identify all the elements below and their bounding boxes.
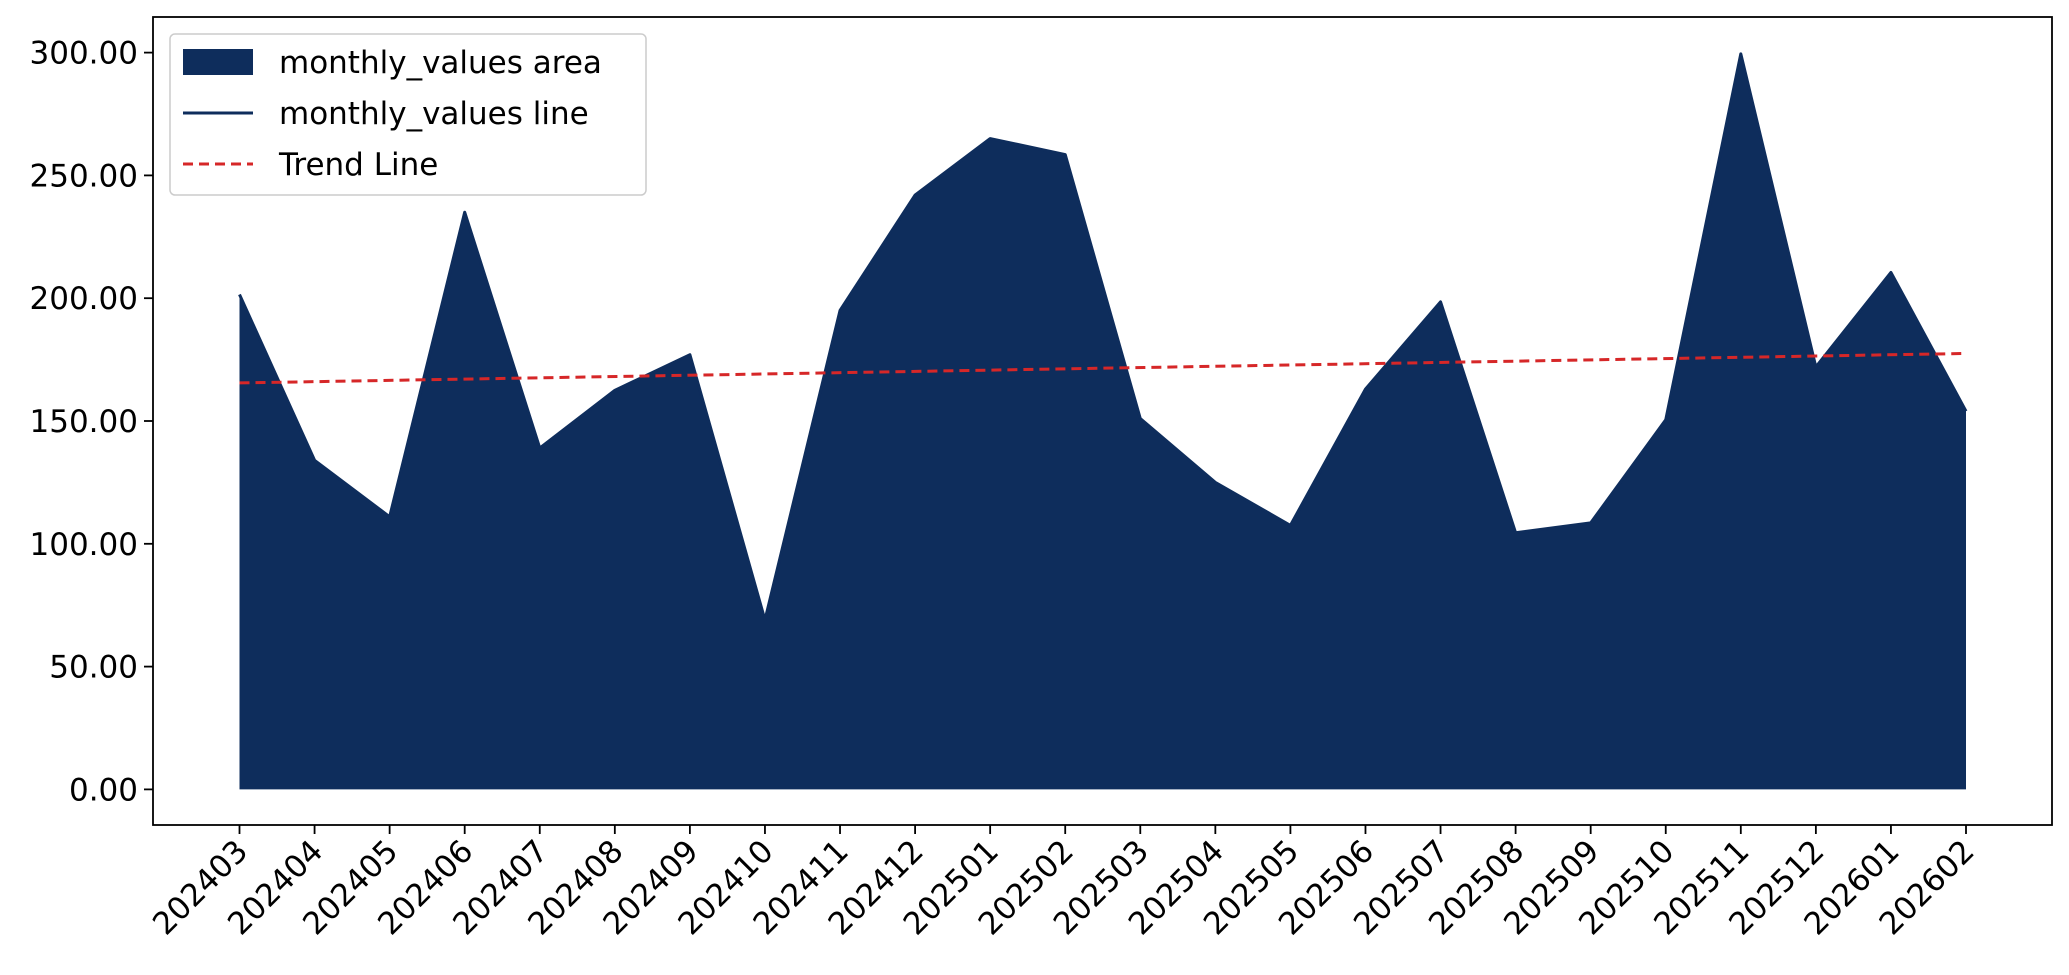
- y-tick-label: 250.00: [30, 158, 138, 194]
- y-tick-label: 200.00: [30, 281, 138, 317]
- y-tick-label: 100.00: [30, 527, 138, 563]
- y-tick-label: 300.00: [30, 36, 138, 72]
- legend-label-area: monthly_values area: [279, 45, 602, 81]
- y-tick-label: 50.00: [49, 650, 138, 686]
- legend: monthly_values area monthly_values line …: [169, 33, 647, 196]
- y-tick-label: 150.00: [30, 404, 138, 440]
- plot-area: [238, 52, 1968, 790]
- series-line: [238, 52, 1968, 622]
- legend-box: [169, 33, 647, 196]
- legend-label-line: monthly_values line: [279, 96, 589, 132]
- legend-area-swatch: [183, 49, 253, 75]
- y-tick-label: 0.00: [69, 772, 138, 808]
- y-axis: 0.00 50.00 100.00 150.00 200.00 250.00 300.00: [30, 36, 153, 808]
- x-axis: 2024032024042024052024062024072024082024…: [146, 825, 1982, 942]
- legend-label-trend: Trend Line: [278, 147, 438, 183]
- area-fill: [239, 53, 1966, 790]
